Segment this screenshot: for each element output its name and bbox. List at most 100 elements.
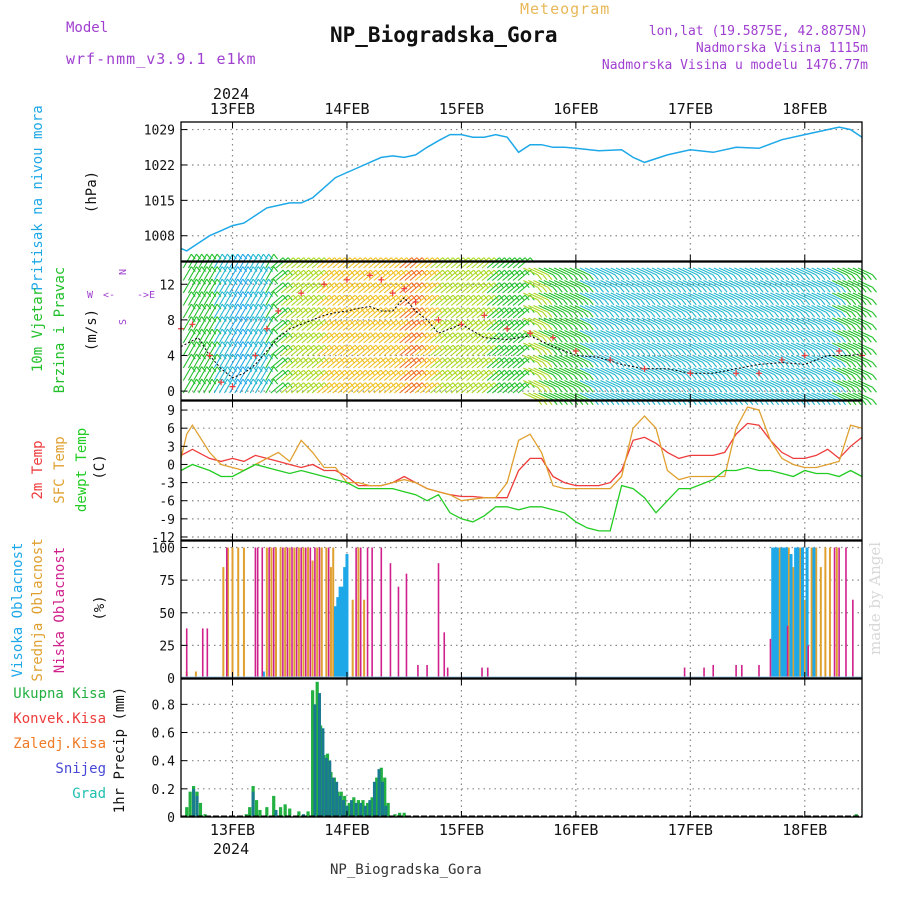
cloud-low-bar — [261, 547, 264, 678]
wind-barb-feather — [676, 299, 682, 306]
wind-barb — [780, 305, 796, 313]
wind-barb — [291, 294, 305, 306]
wind-barb — [373, 344, 387, 356]
wind-barb — [528, 267, 544, 276]
wind-barb-feather — [273, 253, 279, 260]
wind-barb — [455, 332, 469, 344]
wind-barb-feather — [738, 324, 744, 331]
wind-barb — [491, 307, 505, 319]
x-tick-label-top: 15FEB — [439, 100, 484, 118]
wind-barb — [316, 344, 330, 356]
wind-barb-feather — [568, 299, 574, 306]
wind-barb — [795, 355, 811, 363]
wind-barb — [260, 266, 270, 281]
wind-barb — [651, 380, 667, 388]
wind-barb — [631, 342, 647, 351]
wind-barb — [301, 294, 315, 306]
wind-barb-feather — [619, 386, 625, 393]
wind-barb — [270, 332, 284, 344]
wind-barb-feather — [866, 349, 872, 356]
wind-barb — [512, 319, 526, 331]
wind-barb — [285, 307, 299, 319]
wind-barb — [584, 355, 600, 363]
legend-snijeg: Snijeg — [55, 761, 106, 777]
wind-barb — [466, 332, 480, 344]
wind-barb-feather — [738, 311, 744, 318]
wind-barb — [662, 392, 678, 401]
wind-barb — [847, 292, 863, 301]
wind-barb — [543, 392, 559, 401]
wind-barb-feather — [619, 374, 625, 381]
wind-barb-feather — [769, 374, 774, 381]
wind-barb — [229, 303, 239, 319]
wind-barb — [698, 380, 714, 388]
wind-barb — [301, 319, 315, 331]
wind-barb — [837, 367, 853, 376]
wind-barb — [615, 392, 631, 401]
wind-barb-feather — [660, 336, 666, 343]
wind-barb — [646, 392, 662, 401]
wind-barb-feather — [629, 286, 635, 293]
wind-barb-feather — [841, 324, 847, 331]
wind-barb — [832, 380, 847, 388]
wind-barb — [224, 278, 233, 294]
wind-barb — [754, 330, 770, 338]
wind-barb — [187, 341, 197, 356]
wind-barb — [672, 380, 688, 388]
wind-barb — [234, 266, 244, 281]
wind-barb — [409, 332, 423, 344]
wind-barb — [821, 317, 837, 326]
wind-barb — [677, 292, 693, 301]
wind-barb — [522, 355, 538, 363]
panel-frame — [180, 540, 863, 679]
wind-barb-feather — [758, 349, 764, 356]
wind-barb — [471, 257, 485, 269]
cloud-low-bar — [786, 625, 789, 678]
wind-barb — [352, 357, 366, 369]
wind-barb — [589, 305, 605, 313]
wind-barb — [342, 344, 356, 356]
wind-barb — [497, 269, 511, 281]
wind-barb — [821, 280, 837, 288]
wind-barb — [564, 380, 580, 388]
wind-barb — [662, 342, 678, 351]
wind-barb — [672, 342, 688, 351]
wind-barb — [677, 317, 693, 326]
wind-barb — [852, 330, 868, 338]
wind-barb-feather — [743, 324, 749, 331]
wind-barb — [187, 303, 197, 319]
cloud-mid-bar — [274, 547, 277, 678]
wind-barb — [378, 382, 392, 394]
x-tick-label-top: 16FEB — [553, 100, 598, 118]
wind-barb — [445, 357, 459, 369]
wind-barb — [404, 357, 418, 369]
wind-barb-feather — [629, 349, 635, 356]
wind-barb — [780, 342, 796, 351]
wind-barb — [399, 307, 413, 319]
wind-barb-feather — [820, 349, 826, 356]
wind-barb-feather — [696, 361, 702, 368]
wind-barb — [579, 292, 595, 301]
wind-barb-feather — [727, 349, 733, 356]
wind-barb-feather — [743, 286, 749, 293]
wind-barb — [296, 282, 310, 294]
wind-barb — [198, 328, 208, 344]
wind-barb — [852, 292, 868, 301]
wind-barb-feather — [557, 349, 563, 356]
precip-snow-bar — [324, 757, 328, 817]
wind-barb-feather — [666, 386, 671, 393]
wind-barb — [713, 267, 729, 276]
wind-barb-feather — [691, 311, 697, 318]
wind-barb — [193, 341, 203, 356]
wind-barb — [394, 332, 408, 344]
wind-barb — [667, 380, 683, 388]
wind-barb — [517, 382, 531, 394]
wind-barb — [378, 319, 392, 331]
cloud-low-bar — [304, 547, 307, 678]
cloud-mid-bar — [288, 547, 291, 678]
precip-snow-bar — [350, 800, 354, 817]
cloud-low-bar — [327, 547, 330, 678]
wind-gust-marker — [504, 325, 511, 332]
wind-barb — [553, 267, 569, 276]
wind-barb-feather — [696, 299, 702, 306]
